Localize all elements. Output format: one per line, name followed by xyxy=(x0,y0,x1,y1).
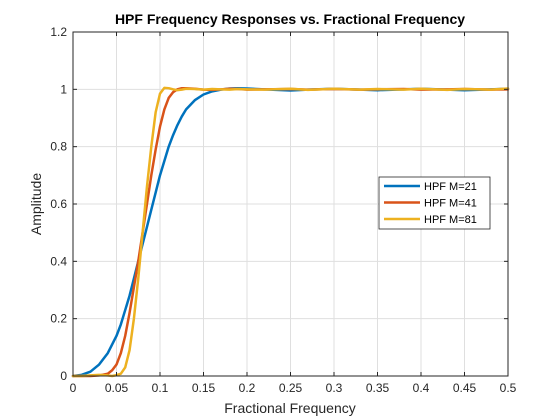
x-tick-label: 0.35 xyxy=(366,381,390,395)
y-tick-label: 0 xyxy=(60,369,67,383)
y-tick-label: 0.4 xyxy=(50,254,67,268)
y-tick-label: 0.2 xyxy=(50,312,67,326)
y-tick-label: 1 xyxy=(60,82,67,96)
series-line-3 xyxy=(71,86,510,378)
legend-label-2: HPF M=41 xyxy=(424,198,477,210)
legend-label-1: HPF M=21 xyxy=(424,181,477,193)
legend-label-3: HPF M=81 xyxy=(424,214,477,226)
y-tick-label: 1.2 xyxy=(50,25,67,39)
x-tick-label: 0.45 xyxy=(453,381,477,395)
y-tick-label: 0.6 xyxy=(50,197,67,211)
y-axis-label: Amplitude xyxy=(28,173,44,235)
x-tick-label: 0.1 xyxy=(152,381,169,395)
tick-labels: 0 0.05 0.1 0.15 0.2 0.25 0.3 0.35 0.4 0.45 0.5 0 0.2… xyxy=(50,25,516,395)
x-tick-label: 0.15 xyxy=(192,381,216,395)
x-tick-label: 0.4 xyxy=(413,381,430,395)
y-tick-label: 0.8 xyxy=(50,140,67,154)
x-tick-label: 0.25 xyxy=(279,381,303,395)
x-tick-label: 0.5 xyxy=(500,381,517,395)
x-axis-label: Fractional Frequency xyxy=(224,400,356,416)
legend: HPF M=21 HPF M=41 HPF M=81 xyxy=(378,176,491,230)
x-tick-label: 0 xyxy=(70,381,77,395)
x-tick-label: 0.2 xyxy=(239,381,256,395)
series-lines xyxy=(71,86,510,378)
chart-title: HPF Frequency Responses vs. Fractional F… xyxy=(115,11,465,27)
x-tick-label: 0.05 xyxy=(105,381,129,395)
x-tick-label: 0.3 xyxy=(326,381,343,395)
ticks xyxy=(72,31,509,377)
